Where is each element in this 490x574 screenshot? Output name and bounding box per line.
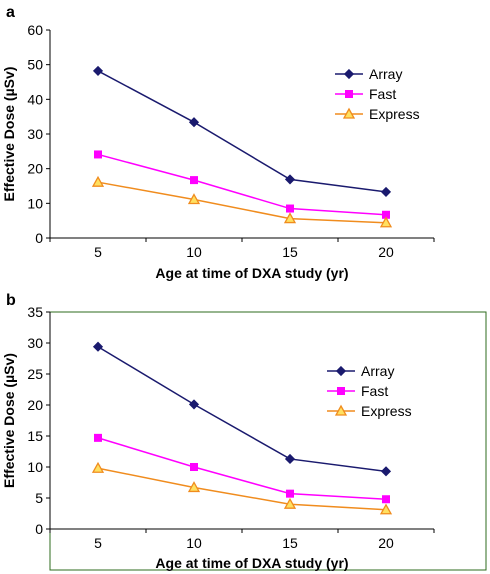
data-point-fast [382,495,390,504]
x-tick-label: 10 [186,244,202,260]
series-line-array [97,70,387,193]
legend-label: Fast [369,86,396,102]
y-tick-label: 20 [27,161,43,177]
series-line-fast [97,437,387,500]
x-tick-label: 20 [378,244,394,260]
x-tick-label: 15 [282,535,298,551]
data-point-fast [286,489,294,498]
legend-marker [337,387,345,395]
data-point-express [283,212,297,224]
data-point-array [380,466,392,477]
y-tick-label: 35 [27,304,43,320]
data-point-array [284,453,296,465]
data-point-array [92,341,104,352]
y-tick-label: 40 [27,91,43,107]
x-tick-label: 10 [186,535,202,551]
legend-marker [334,404,348,416]
data-point-fast [286,204,294,213]
y-tick-label: 20 [27,397,43,413]
chart-panel-a: a 0 10 20 30 40 50 60 5 10 15 20 Age at time of DXA … [1,4,435,281]
legend-marker [343,68,355,80]
x-tick-label: 5 [94,535,102,551]
y-axis-title: Effective Dose (µSv) [1,67,17,202]
y-tick-label: 10 [27,459,43,475]
panel-label: a [6,4,15,21]
x-axis-title: Age at time of DXA study (yr) [155,555,348,571]
plot-area-border [49,311,487,571]
data-point-array [284,174,296,185]
data-point-fast [190,176,198,185]
data-point-array [188,399,200,410]
data-point-array [188,117,200,128]
series-line-express [97,181,387,224]
chart-panel-b: b 0 5 10 15 20 25 30 35 5 10 15 20 Age at time of DXA… [1,292,487,571]
y-tick-label: 15 [27,428,43,444]
panel-label: b [6,292,16,309]
x-tick-label: 15 [282,244,298,260]
y-tick-label: 5 [35,490,43,506]
data-point-express [187,193,201,205]
y-tick-label: 0 [35,521,43,537]
y-tick-label: 0 [35,230,43,246]
y-tick-label: 25 [27,366,43,382]
series-line-fast [97,153,387,216]
legend-marker [335,365,347,377]
legend-label: Express [361,403,412,419]
y-axis-title: Effective Dose (µSv) [1,353,17,488]
series-line-array [97,346,387,473]
data-point-express [187,481,201,493]
data-point-fast [190,463,198,471]
x-tick-label: 20 [378,535,394,551]
y-tick-label: 30 [27,126,43,142]
x-tick-label: 5 [94,244,102,260]
legend-marker [342,107,356,119]
y-tick-label: 10 [27,195,43,211]
data-point-express [91,461,105,473]
legend-label: Array [369,66,402,82]
legend-label: Fast [361,383,388,399]
y-tick-label: 60 [27,22,43,38]
data-point-fast [94,150,102,159]
x-axis-title: Age at time of DXA study (yr) [155,265,348,281]
data-point-array [380,186,392,197]
legend-marker [345,90,353,98]
data-point-array [92,65,104,76]
data-point-express [379,216,393,228]
data-point-fast [94,433,102,442]
y-tick-label: 50 [27,57,43,73]
legend-label: Express [369,106,420,122]
y-tick-label: 30 [27,335,43,351]
legend-label: Array [361,363,394,379]
data-point-fast [382,210,390,219]
data-point-express [91,175,105,187]
series-line-express [97,467,387,511]
data-point-express [379,503,393,515]
data-point-express [283,497,297,509]
